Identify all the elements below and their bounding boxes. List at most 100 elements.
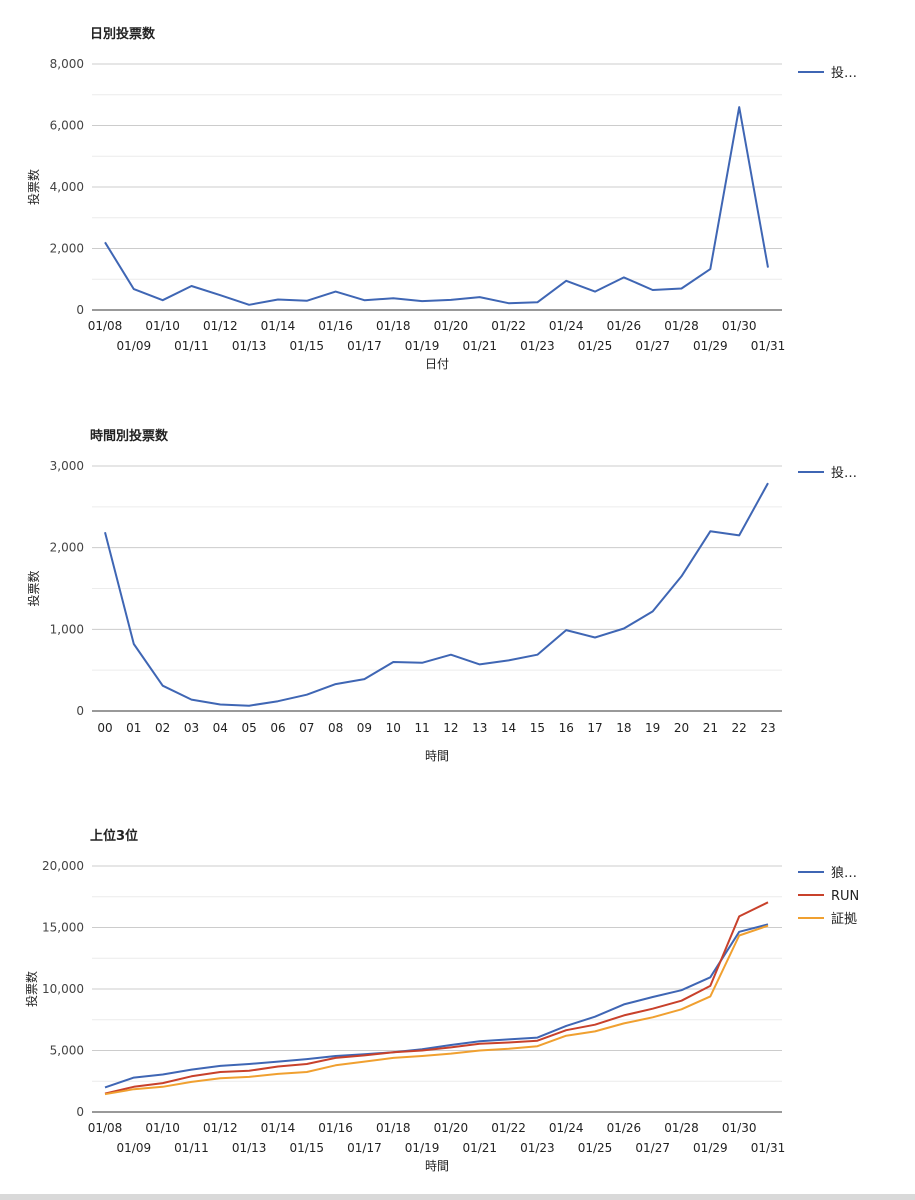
data-point: [593, 1022, 598, 1027]
legend-label: 投…: [831, 65, 857, 81]
x-tick-label: 01/20: [434, 1121, 469, 1135]
data-point: [189, 697, 194, 702]
data-point: [189, 284, 194, 289]
legend-label: 証拠: [831, 912, 857, 927]
x-tick-label: 13: [472, 721, 487, 735]
data-point: [362, 1053, 367, 1058]
data-point: [477, 662, 482, 667]
x-tick-label: 04: [213, 721, 228, 735]
legend-label: 狼…: [831, 866, 857, 881]
data-point: [131, 287, 136, 292]
series-line: [104, 901, 769, 1095]
x-tick-label: 01/22: [491, 1121, 526, 1135]
x-tick-label: 01/23: [520, 1141, 555, 1155]
data-point: [304, 692, 309, 697]
x-tick-label: 01/15: [289, 1141, 324, 1155]
x-tick-label: 12: [443, 721, 458, 735]
x-tick-label: 01/16: [318, 1121, 353, 1135]
data-point: [189, 1074, 194, 1079]
data-point: [477, 295, 482, 300]
chart-daily-votes: 日別投票数 0 2,000 4,000 6,000 8,000 01/08 01/09 01/1…: [0, 0, 915, 400]
data-point: [650, 1015, 655, 1020]
x-tick-label: 01/17: [347, 1141, 382, 1155]
x-tick-label: 01/13: [232, 339, 267, 353]
data-point: [708, 529, 713, 534]
data-point: [679, 988, 684, 993]
x-tick-label: 01/23: [520, 339, 555, 353]
chart-title: 時間別投票数: [90, 428, 169, 444]
series-line: [104, 106, 769, 306]
x-tick-label: 14: [501, 721, 516, 735]
x-tick-label: 01/09: [117, 339, 152, 353]
data-point: [593, 1014, 598, 1019]
data-point: [506, 658, 511, 663]
data-point: [535, 300, 540, 305]
data-point: [448, 652, 453, 657]
x-tick-label: 01/15: [289, 339, 324, 353]
data-point: [737, 533, 742, 538]
x-axis-label: 時間: [425, 1159, 449, 1173]
x-axis-label: 時間: [425, 749, 449, 763]
data-point: [304, 298, 309, 303]
x-tick-label: 01/08: [88, 1121, 123, 1135]
x-tick-label: 01/25: [578, 339, 613, 353]
chart-title: 上位3位: [90, 828, 138, 844]
x-tick-label: 01/24: [549, 1121, 584, 1135]
x-tick-label: 01/09: [117, 1141, 152, 1155]
data-point: [708, 994, 713, 999]
data-point: [679, 574, 684, 579]
data-point: [679, 286, 684, 291]
x-tick-label: 01/10: [145, 1121, 180, 1135]
data-point: [564, 278, 569, 283]
x-tick-label: 01/08: [88, 319, 123, 333]
chart-hourly-votes: 時間別投票数 0 1,000 2,000 3,000 00 01 02 03 04 05 06 07 08…: [0, 400, 915, 800]
data-point: [593, 1029, 598, 1034]
data-point: [131, 1075, 136, 1080]
data-point: [103, 530, 108, 535]
data-point: [333, 1063, 338, 1068]
x-tick-label: 01/19: [405, 339, 440, 353]
x-tick-label: 01/29: [693, 339, 728, 353]
chart-title: 日別投票数: [90, 26, 156, 42]
data-point: [362, 1059, 367, 1064]
data-point: [103, 1092, 108, 1097]
data-point: [621, 1013, 626, 1018]
data-point: [420, 660, 425, 665]
x-tick-label: 18: [616, 721, 631, 735]
y-axis-label: 投票数: [26, 570, 41, 606]
x-tick-label: 17: [587, 721, 602, 735]
data-point: [391, 1055, 396, 1060]
data-point: [189, 1079, 194, 1084]
data-point: [160, 683, 165, 688]
data-point: [564, 1023, 569, 1028]
data-point: [564, 1033, 569, 1038]
x-tick-label: 01/22: [491, 319, 526, 333]
y-tick-label: 8,000: [50, 57, 84, 71]
x-tick-label: 21: [703, 721, 718, 735]
data-point: [420, 1054, 425, 1059]
data-point: [247, 1068, 252, 1073]
x-tick-label: 01/24: [549, 319, 584, 333]
x-tick-label: 01/12: [203, 319, 238, 333]
x-tick-label: 01/18: [376, 1121, 411, 1135]
data-point: [448, 1045, 453, 1050]
x-tick-label: 01/16: [318, 319, 353, 333]
data-point: [218, 702, 223, 707]
data-point: [218, 1070, 223, 1075]
data-point: [247, 1074, 252, 1079]
data-point: [737, 933, 742, 938]
data-point: [103, 240, 108, 245]
data-point: [420, 299, 425, 304]
data-point: [160, 298, 165, 303]
data-point: [766, 923, 771, 928]
data-point: [247, 302, 252, 307]
data-point: [218, 293, 223, 298]
legend-label: 投…: [831, 465, 857, 481]
data-point: [391, 1050, 396, 1055]
data-point: [362, 298, 367, 303]
x-tick-label: 01/26: [607, 319, 642, 333]
data-point: [766, 481, 771, 486]
data-point: [621, 626, 626, 631]
data-point: [650, 994, 655, 999]
x-tick-label: 01/28: [664, 1121, 699, 1135]
